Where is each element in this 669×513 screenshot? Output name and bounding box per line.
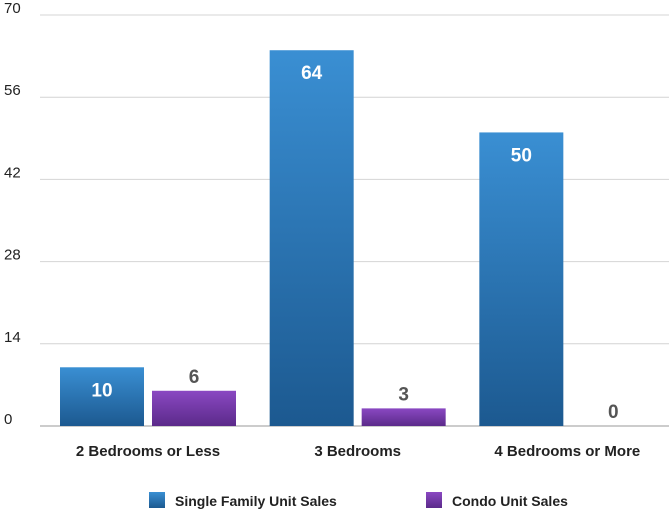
- bar-condo: [152, 390, 236, 426]
- y-tick-label: 56: [4, 82, 21, 99]
- legend-swatch: [149, 492, 165, 508]
- y-tick-label: 14: [4, 329, 21, 346]
- data-label: 6: [189, 367, 200, 388]
- legend: Single Family Unit Sales Condo Unit Sales: [149, 492, 568, 509]
- legend-label: Condo Unit Sales: [452, 493, 568, 509]
- data-label: 0: [608, 402, 619, 423]
- bar-single-family: [269, 50, 354, 426]
- y-tick-label: 70: [4, 0, 21, 17]
- y-tick-label: 0: [4, 411, 12, 428]
- x-tick-label: 2 Bedrooms or Less: [76, 443, 220, 460]
- x-tick-label: 4 Bedrooms or More: [494, 443, 640, 460]
- y-tick-label: 28: [4, 247, 21, 264]
- legend-swatch: [426, 492, 442, 508]
- data-label: 3: [398, 384, 409, 405]
- x-tick-label: 3 Bedrooms: [314, 443, 401, 460]
- data-label: 50: [511, 145, 532, 166]
- y-tick-label: 42: [4, 164, 21, 181]
- data-label: 10: [91, 380, 112, 401]
- x-axis: 2 Bedrooms or Less 3 Bedrooms 4 Bedrooms o…: [76, 443, 640, 460]
- bars: 10 6 64 3 50 0: [60, 50, 619, 426]
- bar-condo: [361, 408, 446, 426]
- bar-single-family: [479, 132, 564, 426]
- y-axis: 0 14 28 42 56 70: [4, 0, 21, 428]
- gridlines: [40, 14, 669, 427]
- bar-single-family: [60, 367, 144, 426]
- legend-label: Single Family Unit Sales: [175, 493, 337, 509]
- data-label: 64: [301, 63, 323, 84]
